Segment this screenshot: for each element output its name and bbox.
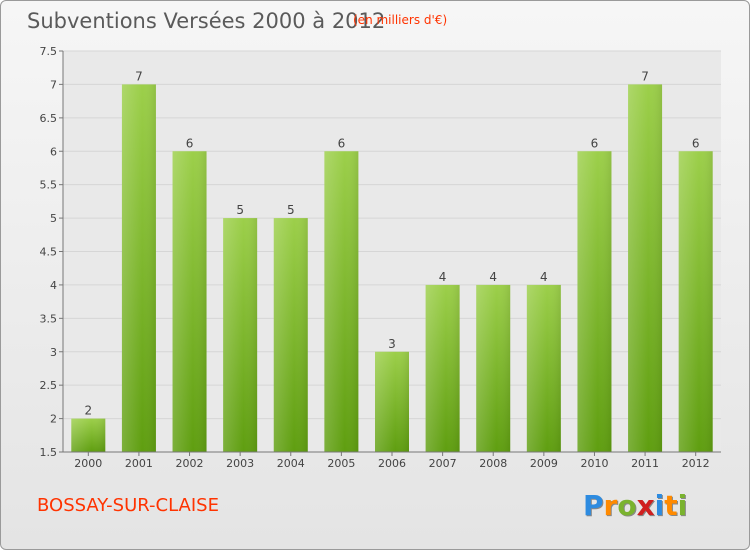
y-tick-label: 3: [50, 346, 57, 359]
x-tick-label: 2002: [176, 457, 204, 470]
x-axis-ticks: 2000 2001 2002 2003 2004 2005 2006 2007 2008 2009…: [74, 452, 710, 470]
bar-shade: [526, 284, 561, 452]
bar-shade: [425, 284, 460, 452]
y-tick-label: 3.5: [40, 312, 58, 325]
bar-shade: [223, 218, 258, 452]
logo-letter: r: [603, 489, 618, 522]
logo-letter: P: [583, 489, 604, 522]
x-tick-label: 2009: [530, 457, 558, 470]
x-tick-label: 2008: [479, 457, 507, 470]
x-tick-label: 2003: [226, 457, 254, 470]
data-label: 5: [236, 203, 244, 217]
x-tick-label: 2001: [125, 457, 153, 470]
data-label: 7: [641, 69, 649, 83]
logo-letter: t: [664, 489, 678, 522]
y-tick-label: 4: [50, 279, 57, 292]
data-label: 6: [591, 136, 599, 150]
y-axis-ticks: 1.5 2 2.5 3 3.5 4 4.5 5 5.5 6 6.5 7 7.5: [40, 45, 63, 459]
y-tick-label: 4.5: [40, 246, 58, 259]
bars: [71, 84, 713, 453]
chart-title: Subventions Versées 2000 à 2012: [27, 9, 386, 33]
data-label: 2: [84, 404, 92, 418]
bar-shade: [273, 218, 308, 452]
data-label: 6: [186, 136, 194, 150]
bar-shade: [324, 151, 359, 452]
data-label: 6: [692, 136, 700, 150]
x-tick-label: 2000: [74, 457, 102, 470]
chart-subtitle: (en milliers d'€): [353, 13, 448, 27]
data-label: 4: [439, 270, 447, 284]
logo-letter: i: [654, 489, 665, 522]
y-tick-label: 1.5: [40, 446, 58, 459]
y-tick-label: 2.5: [40, 379, 58, 392]
data-label: 6: [338, 136, 346, 150]
x-tick-label: 2004: [277, 457, 305, 470]
data-labels: 2 7 6 5 5 6 3 4 4 4 6 7 6: [84, 69, 699, 417]
bar-shade: [71, 418, 106, 452]
data-label: 5: [287, 203, 295, 217]
data-label: 7: [135, 69, 143, 83]
x-tick-label: 2010: [580, 457, 608, 470]
bar-shade: [375, 351, 409, 452]
y-tick-label: 6: [50, 145, 57, 158]
bar-shade: [678, 151, 713, 452]
data-label: 3: [388, 337, 396, 351]
x-tick-label: 2012: [682, 457, 710, 470]
bar-shade: [476, 284, 511, 452]
data-label: 4: [540, 270, 548, 284]
x-tick-label: 2005: [327, 457, 355, 470]
bar-shade: [628, 84, 663, 453]
commune-name: BOSSAY-SUR-CLAISE: [37, 495, 219, 516]
y-tick-label: 2: [50, 413, 57, 426]
y-tick-label: 5.5: [40, 179, 58, 192]
logo-letter: x: [636, 489, 655, 522]
logo-letter: o: [617, 489, 637, 522]
y-tick-label: 7.5: [40, 45, 58, 58]
logo-letter: i: [677, 489, 688, 522]
bar-shade: [577, 151, 612, 452]
x-tick-label: 2007: [429, 457, 457, 470]
y-tick-label: 7: [50, 78, 57, 91]
bar-shade: [121, 84, 156, 453]
bar-shade: [172, 151, 207, 452]
x-tick-label: 2011: [631, 457, 659, 470]
data-label: 4: [489, 270, 497, 284]
x-tick-label: 2006: [378, 457, 406, 470]
proxiti-logo[interactable]: Proxiti: [583, 489, 687, 522]
y-tick-label: 5: [50, 212, 57, 225]
y-tick-label: 6.5: [40, 112, 58, 125]
